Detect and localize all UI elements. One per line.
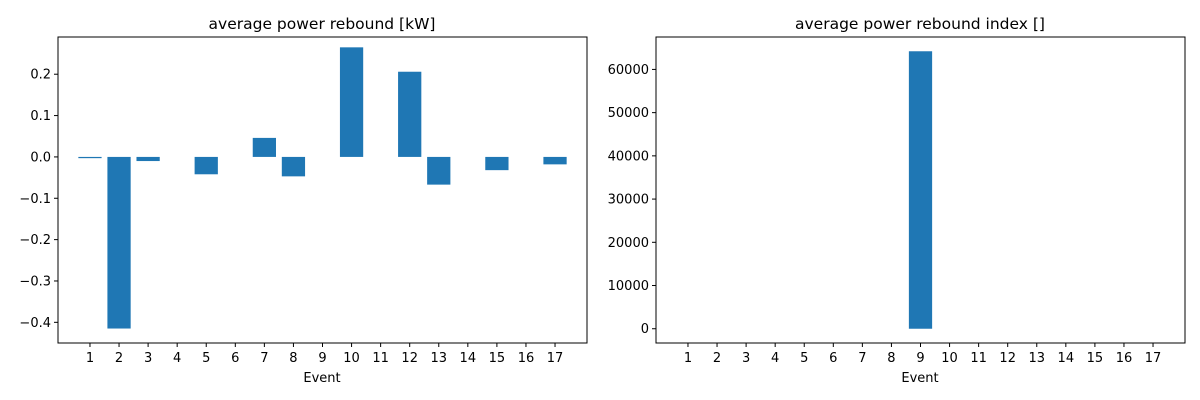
chart-title: average power rebound index []: [795, 15, 1045, 33]
bar-5: [194, 156, 218, 175]
bar-9: [908, 51, 933, 329]
y-tick-label: −0.4: [19, 316, 51, 331]
x-tick-label: 4: [173, 351, 181, 366]
y-tick-label: 0: [641, 322, 649, 337]
x-axis-ticks: 1 2 3 4 5 6 7 8 9 10 11 12 13 14 15 16 17: [86, 343, 563, 366]
x-tick-label: 10: [343, 351, 360, 366]
x-tick-label: 13: [430, 351, 447, 366]
x-tick-label: 3: [742, 351, 750, 366]
bar-17: [543, 156, 567, 165]
y-tick-label: 0.0: [30, 150, 51, 165]
x-tick-label: 9: [318, 351, 326, 366]
x-tick-label: 12: [999, 351, 1016, 366]
x-tick-label: 6: [829, 351, 837, 366]
y-axis-ticks: −0.4 −0.3 −0.2 −0.1 0.0 0.1 0.2: [19, 68, 58, 331]
x-tick-label: 7: [260, 351, 268, 366]
bar-3: [136, 156, 160, 162]
x-tick-label: 3: [144, 351, 152, 366]
bar-2: [107, 156, 131, 329]
x-tick-label: 14: [460, 351, 477, 366]
x-axis-ticks: 1 2 3 4 5 6 7 8 9 10 11 12 13 14 15 16 17: [684, 343, 1161, 366]
bar-15: [485, 156, 509, 171]
bar-10: [339, 47, 364, 157]
x-tick-label: 11: [372, 351, 389, 366]
y-axis-ticks: 0 10000 20000 30000 40000 50000 60000: [608, 63, 656, 337]
chart-average-power-rebound: average power rebound [kW] −0.4−0.3−0.2−…: [19, 15, 588, 386]
x-tick-label: 6: [231, 351, 239, 366]
x-tick-label: 8: [289, 351, 297, 366]
x-axis-label: Event: [901, 371, 938, 386]
x-axis-label: Event: [303, 371, 340, 386]
x-tick-label: 5: [800, 351, 808, 366]
x-tick-label: 16: [518, 351, 535, 366]
y-tick-label: 40000: [608, 149, 649, 164]
chart-title: average power rebound [kW]: [209, 15, 436, 33]
x-tick-label: 13: [1028, 351, 1045, 366]
bar-13: [427, 156, 451, 185]
x-tick-label: 2: [115, 351, 123, 366]
x-tick-label: 17: [1145, 351, 1162, 366]
x-tick-label: 1: [86, 351, 94, 366]
x-tick-label: 2: [713, 351, 721, 366]
x-tick-label: 1: [684, 351, 692, 366]
x-tick-label: 14: [1058, 351, 1075, 366]
bar-12: [398, 71, 422, 157]
plot-frame: [655, 36, 1186, 344]
y-tick-label: −0.3: [19, 274, 51, 289]
bar-7: [252, 137, 276, 157]
x-tick-label: 11: [970, 351, 987, 366]
x-tick-label: 5: [202, 351, 210, 366]
y-tick-label: 10000: [608, 279, 649, 294]
plot-frame: [57, 36, 588, 344]
x-tick-label: 16: [1116, 351, 1133, 366]
y-tick-label: 60000: [608, 63, 649, 78]
y-tick-label: 0.1: [30, 109, 51, 124]
bar-1: [78, 156, 102, 159]
y-tick-label: 0.2: [30, 68, 51, 83]
x-tick-label: 17: [547, 351, 564, 366]
x-tick-label: 10: [941, 351, 958, 366]
y-tick-label: 30000: [608, 193, 649, 208]
y-tick-label: 50000: [608, 106, 649, 121]
chart-average-power-rebound-index: average power rebound index [] 0 10000 200…: [608, 15, 1186, 386]
y-tick-label: −0.1: [19, 192, 51, 207]
x-tick-label: 7: [858, 351, 866, 366]
y-tick-label: 20000: [608, 236, 649, 251]
y-tick-label: −0.2: [19, 233, 51, 248]
x-tick-label: 9: [916, 351, 924, 366]
x-tick-label: 15: [489, 351, 506, 366]
bars: [78, 47, 567, 329]
bars: [908, 51, 933, 329]
x-tick-label: 15: [1087, 351, 1104, 366]
x-tick-label: 4: [771, 351, 779, 366]
bar-8: [281, 156, 306, 177]
x-tick-label: 12: [401, 351, 418, 366]
x-tick-label: 8: [887, 351, 895, 366]
